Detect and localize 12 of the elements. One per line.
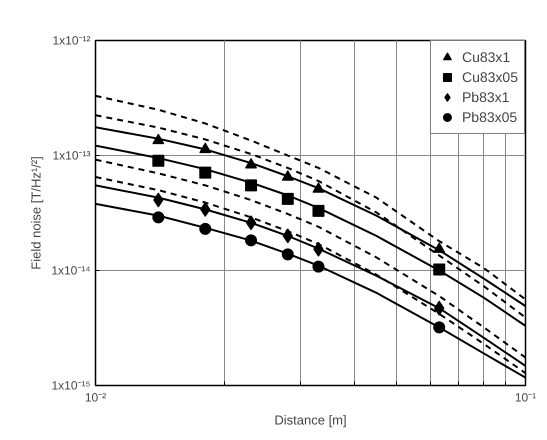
x-tick-label: 10⁻² [84,390,106,404]
x-tick-label: 10⁻¹ [514,390,536,404]
y-tick-label: 1x10⁻¹³ [52,148,91,162]
legend-label: Cu83x1 [462,49,510,65]
legend-label: Pb83x1 [462,89,510,105]
legend-label: Pb83x05 [462,109,518,125]
x-axis-title: Distance [m] [274,412,347,428]
y-tick-label: 1x10⁻¹⁴ [51,264,91,278]
y-axis-title: Field noise [T/Hz¹/²] [28,156,44,270]
legend-label: Cu83x05 [462,69,518,85]
y-tick-label: 1x10⁻¹⁵ [52,378,91,392]
y-tick-label: 1x10⁻¹² [52,34,91,48]
